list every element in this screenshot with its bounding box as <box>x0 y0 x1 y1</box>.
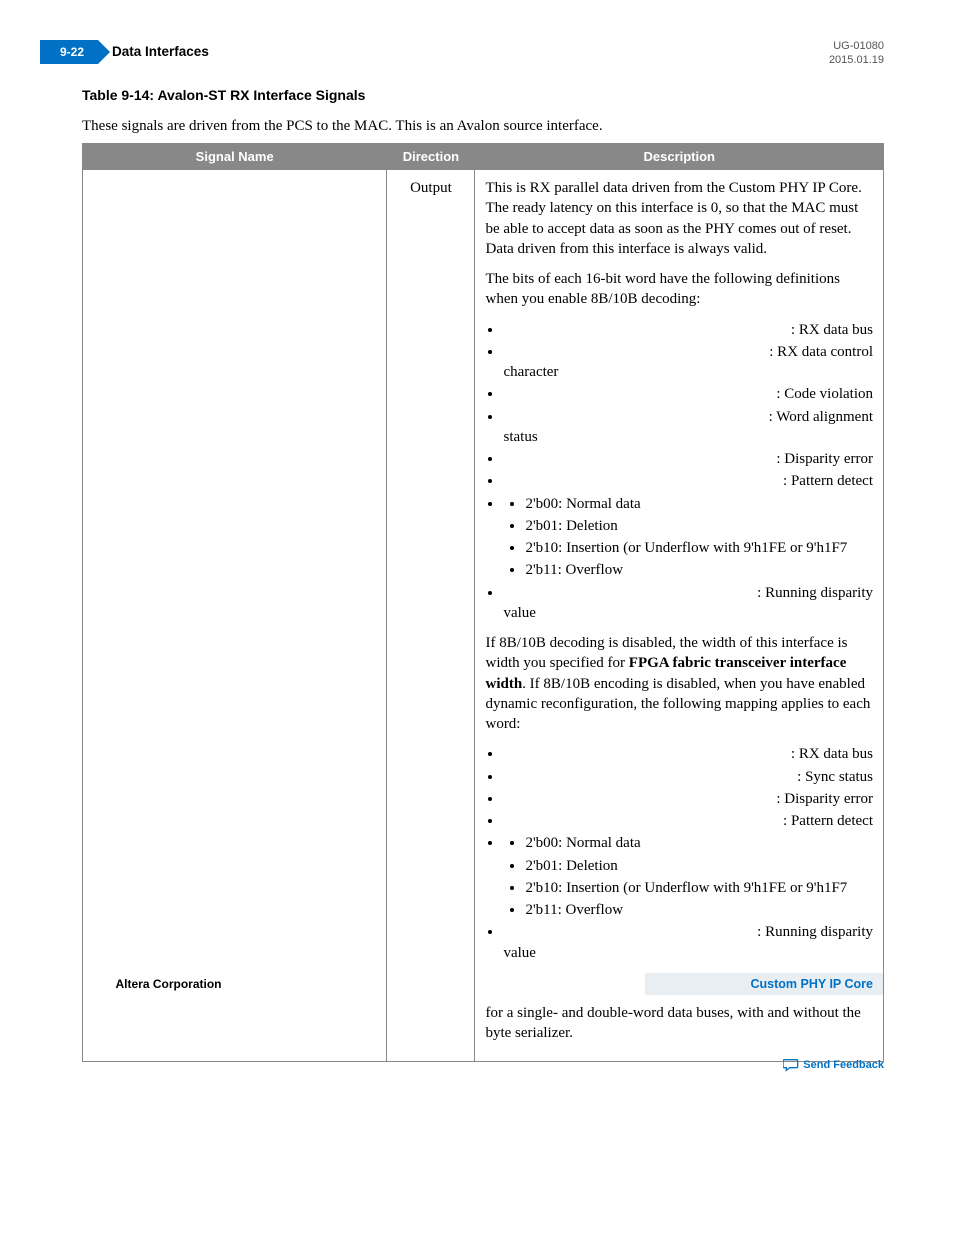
table-header-row: Signal Name Direction Description <box>83 143 884 170</box>
th-signal-name: Signal Name <box>83 143 387 170</box>
desc-para-2: The bits of each 16-bit word have the fo… <box>485 269 873 310</box>
list-item: 2'b00: Normal data <box>525 833 873 853</box>
cell-direction: Output <box>387 170 475 1062</box>
doc-meta: UG-01080 2015.01.19 <box>829 40 884 68</box>
section-title: Data Interfaces <box>112 43 209 61</box>
list-item: 2'b01: Deletion <box>525 856 873 876</box>
list-item: : RX data controlcharacter <box>503 342 873 383</box>
feedback-icon <box>783 1058 799 1072</box>
page-header: 9-22 Data Interfaces UG-01080 2015.01.19 <box>40 40 884 68</box>
send-feedback-link[interactable]: Send Feedback <box>783 1058 884 1073</box>
table-title: Table 9-14: Avalon-ST RX Interface Signa… <box>82 86 884 105</box>
list-item: : Disparity error <box>503 449 873 469</box>
list-item: : Code violation <box>503 384 873 404</box>
page-number: 9-22 <box>60 45 84 59</box>
th-description: Description <box>475 143 884 170</box>
footer-product-link[interactable]: Custom PHY IP Core <box>751 976 874 993</box>
list-item: : Running disparityvalue <box>503 583 873 624</box>
list-item: : Word alignmentstatus <box>503 407 873 448</box>
table-caption: These signals are driven from the PCS to… <box>82 116 884 136</box>
list-item: : Sync status <box>503 767 873 787</box>
footer-band: Altera Corporation Custom PHY IP Core <box>475 973 883 995</box>
list-item: 2'b01: Deletion <box>525 516 873 536</box>
send-feedback-label: Send Feedback <box>803 1058 884 1073</box>
list-item: : Pattern detect <box>503 471 873 491</box>
bit-list-no8b10b: : RX data bus : Sync status : Disparity … <box>485 744 873 963</box>
list-item: 2'b00: Normal data 2'b01: Deletion 2'b10… <box>503 494 873 581</box>
signals-table: Signal Name Direction Description Output… <box>82 143 884 1063</box>
list-item: : Pattern detect <box>503 811 873 831</box>
list-item: : RX data bus <box>503 320 873 340</box>
sub-list: 2'b00: Normal data 2'b01: Deletion 2'b10… <box>503 494 873 581</box>
doc-id: UG-01080 <box>829 40 884 54</box>
table-row: Output This is RX parallel data driven f… <box>83 170 884 1062</box>
list-item: 2'b00: Normal data <box>525 494 873 514</box>
desc-para-1: This is RX parallel data driven from the… <box>485 178 873 259</box>
bit-list-8b10b: : RX data bus : RX data controlcharacter… <box>485 320 873 624</box>
list-item: 2'b10: Insertion (or Underflow with 9'h1… <box>525 878 873 898</box>
desc-para-4: for a single- and double-word data buses… <box>485 1003 873 1044</box>
cell-description: This is RX parallel data driven from the… <box>475 170 884 1062</box>
list-item: 2'b00: Normal data 2'b01: Deletion 2'b10… <box>503 833 873 920</box>
list-item: : RX data bus <box>503 744 873 764</box>
list-item: 2'b11: Overflow <box>525 900 873 920</box>
footer-company: Altera Corporation <box>115 976 221 992</box>
th-direction: Direction <box>387 143 475 170</box>
list-item: : Running disparityvalue <box>503 922 873 963</box>
sub-list: 2'b00: Normal data 2'b01: Deletion 2'b10… <box>503 833 873 920</box>
desc-para-3: If 8B/10B decoding is disabled, the widt… <box>485 633 873 734</box>
list-item: 2'b10: Insertion (or Underflow with 9'h1… <box>525 538 873 558</box>
list-item: : Disparity error <box>503 789 873 809</box>
cell-signal-name <box>83 170 387 1062</box>
page-number-tab: 9-22 <box>40 40 98 64</box>
doc-date: 2015.01.19 <box>829 54 884 68</box>
list-item: 2'b11: Overflow <box>525 560 873 580</box>
